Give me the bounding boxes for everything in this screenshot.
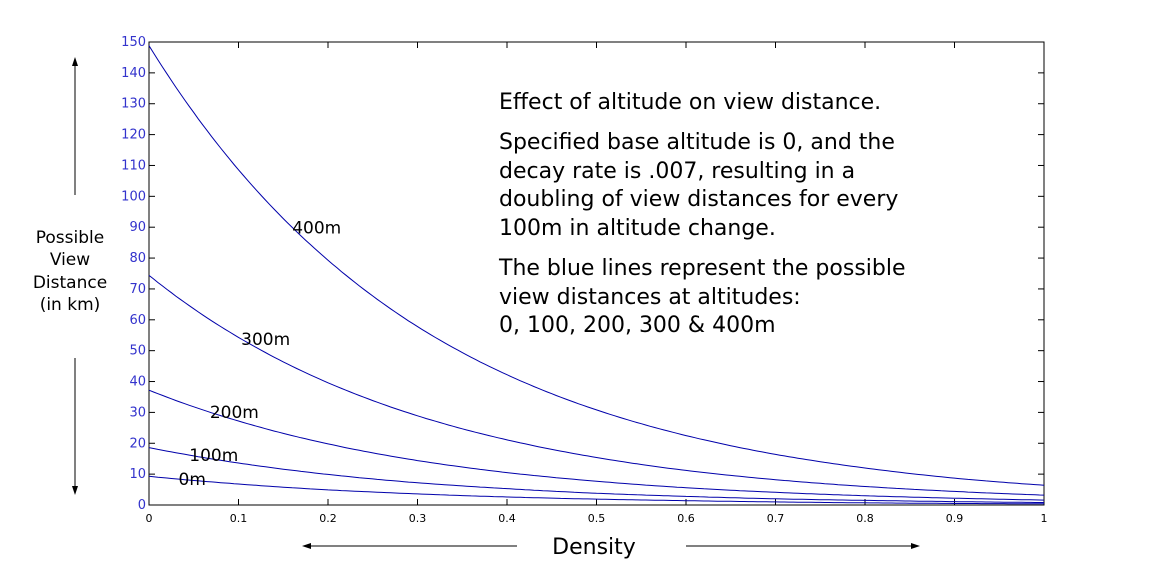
series-labels: 0m 100m 200m 300m 400m bbox=[179, 218, 342, 490]
x-axis-title-group: Density bbox=[302, 535, 920, 560]
x-axis-title: Density bbox=[552, 535, 636, 560]
x-tick-label: 0.3 bbox=[409, 512, 427, 525]
series-label-100m: 100m bbox=[189, 446, 238, 466]
series-label-300m: 300m bbox=[241, 330, 290, 350]
y-tick-label: 70 bbox=[129, 282, 146, 297]
x-tick-label: 0.5 bbox=[588, 512, 606, 525]
y-tick-label: 110 bbox=[121, 158, 146, 173]
series-label-200m: 200m bbox=[210, 403, 259, 423]
y-tick-label: 120 bbox=[121, 128, 146, 143]
annotation-p1-line2: decay rate is .007, resulting in a bbox=[499, 159, 855, 184]
y-axis-down-arrowhead bbox=[72, 486, 78, 495]
x-axis-left-arrowhead bbox=[302, 543, 311, 549]
y-tick-label: 0 bbox=[138, 498, 146, 513]
y-tick-label: 80 bbox=[129, 251, 146, 266]
series-line-400m bbox=[148, 45, 1045, 486]
y-tick-label: 150 bbox=[121, 35, 146, 50]
y-tick-label: 10 bbox=[129, 467, 146, 482]
x-tick-label: 1 bbox=[1041, 512, 1048, 525]
series-label-0m: 0m bbox=[179, 470, 206, 490]
y-tick-label: 140 bbox=[121, 66, 146, 81]
x-tick-label: 0 bbox=[146, 512, 153, 525]
series-line-300m bbox=[148, 275, 1045, 496]
y-axis-up-arrowhead bbox=[72, 57, 78, 66]
series-line-200m bbox=[148, 389, 1045, 501]
x-tick-label: 0.2 bbox=[319, 512, 337, 525]
y-tick-label: 50 bbox=[129, 344, 146, 359]
y-axis-title-line1: Possible bbox=[36, 228, 104, 248]
y-tick-label: 60 bbox=[129, 313, 146, 328]
y-axis-title-line4: (in km) bbox=[40, 295, 101, 315]
series-line-0m bbox=[148, 475, 1044, 505]
y-tick-label: 130 bbox=[121, 97, 146, 112]
y-axis-title-group: Possible View Distance (in km) bbox=[33, 57, 107, 495]
y-tick-label: 30 bbox=[129, 405, 146, 420]
y-tick-label: 100 bbox=[121, 189, 146, 204]
annotation-block: Effect of altitude on view distance. Spe… bbox=[498, 90, 906, 338]
x-tick-label: 0.7 bbox=[767, 512, 785, 525]
x-tick-label: 0.4 bbox=[498, 512, 516, 525]
annotation-p1-line3: doubling of view distances for every bbox=[499, 187, 898, 212]
x-axis-right-arrowhead bbox=[911, 543, 920, 549]
annotation-title: Effect of altitude on view distance. bbox=[499, 90, 881, 115]
series-line-100m bbox=[148, 447, 1044, 503]
x-tick-label: 0.8 bbox=[856, 512, 874, 525]
series-lines bbox=[148, 45, 1045, 505]
annotation-p2-line3: 0, 100, 200, 300 & 400m bbox=[499, 313, 776, 338]
y-tick-label: 20 bbox=[129, 436, 146, 451]
x-tick-label: 0.9 bbox=[946, 512, 964, 525]
x-tick-label: 0.6 bbox=[677, 512, 695, 525]
annotation-p1-line4: 100m in altitude change. bbox=[499, 216, 776, 241]
x-tick-label: 0.1 bbox=[230, 512, 248, 525]
y-tick-label: 40 bbox=[129, 375, 146, 390]
x-axis-ticks: 0 0.1 0.2 0.3 0.4 0.5 0.6 0.7 0.8 0.9 1 bbox=[146, 42, 1048, 525]
annotation-p2-line1: The blue lines represent the possible bbox=[498, 256, 906, 281]
y-axis-title-line3: Distance bbox=[33, 273, 107, 293]
y-axis-title-line2: View bbox=[50, 250, 90, 270]
series-label-400m: 400m bbox=[292, 218, 341, 238]
annotation-p2-line2: view distances at altitudes: bbox=[499, 285, 801, 310]
annotation-p1-line1: Specified base altitude is 0, and the bbox=[499, 130, 895, 155]
y-axis-ticks: 0 10 20 30 40 50 60 70 80 90 100 110 120 130 140 150 bbox=[121, 35, 1044, 513]
y-tick-label: 90 bbox=[129, 220, 146, 235]
